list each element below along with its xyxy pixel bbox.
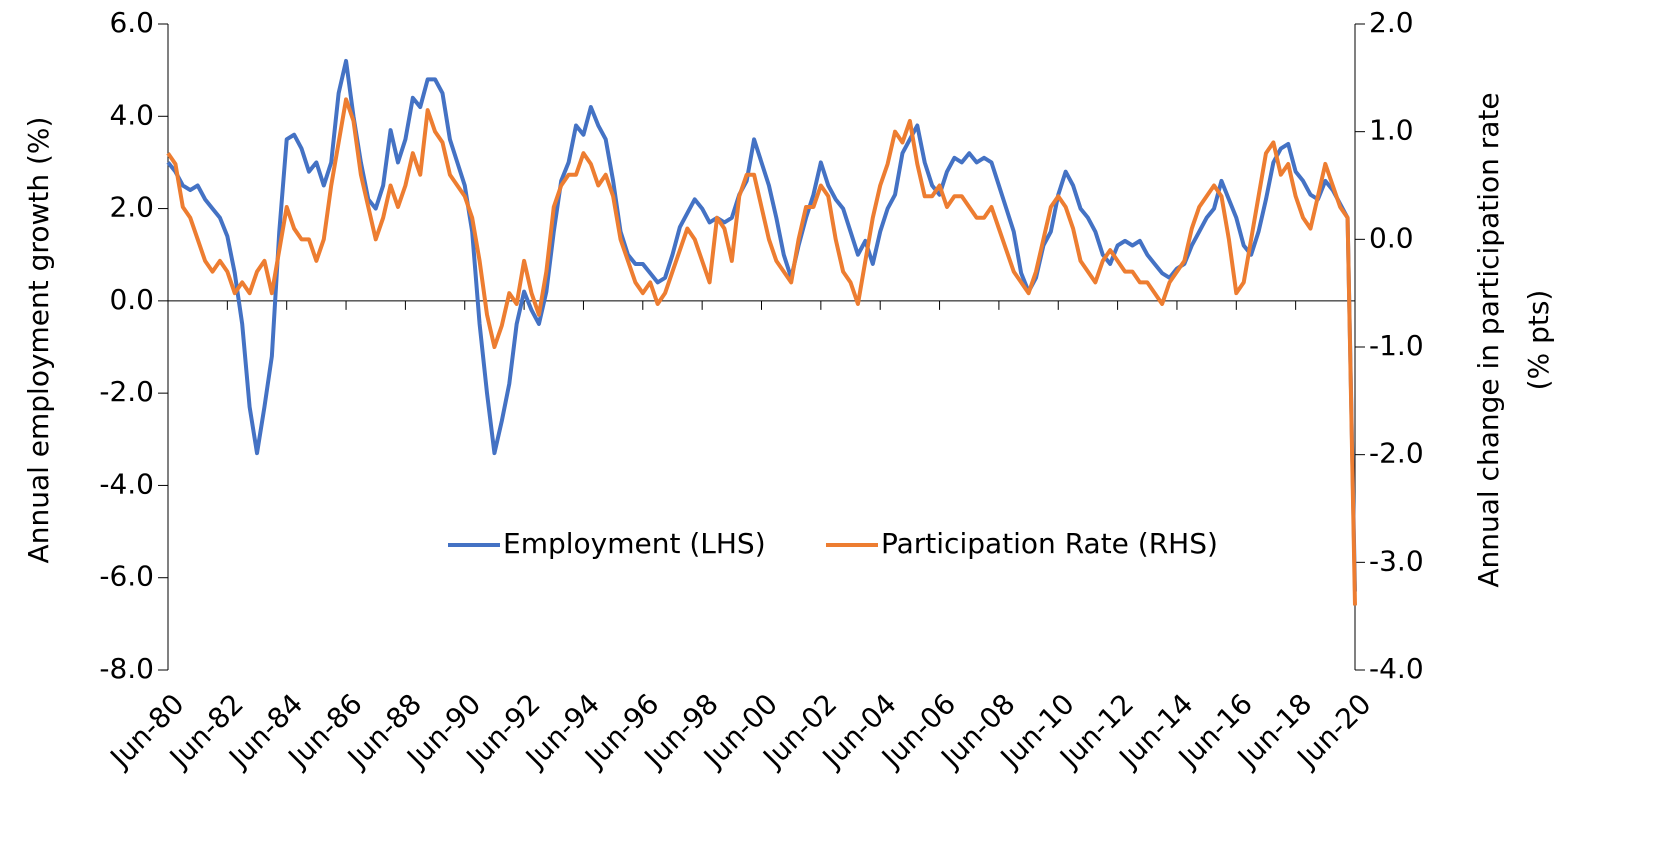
y-tick-label: -2.0 xyxy=(99,375,154,408)
y-tick-label: 4.0 xyxy=(109,98,154,131)
y2-tick-label: 1.0 xyxy=(1369,114,1414,147)
legend-label: Participation Rate (RHS) xyxy=(881,527,1218,560)
y-tick-label: 6.0 xyxy=(109,6,154,39)
y-tick-label: -6.0 xyxy=(99,560,154,593)
y-tick-label: -8.0 xyxy=(99,652,154,685)
y2-tick-label: -2.0 xyxy=(1369,437,1424,470)
y-tick-label: 2.0 xyxy=(109,191,154,224)
y-axis-title: Annual employment growth (%) xyxy=(22,117,55,564)
y2-axis-title: Annual change in participation rate xyxy=(1472,92,1505,587)
series-line xyxy=(166,58,1357,592)
y2-tick-label: 0.0 xyxy=(1369,221,1414,254)
y-tick-label: -4.0 xyxy=(99,467,154,500)
series-line xyxy=(166,97,1357,606)
y2-tick-label: 2.0 xyxy=(1369,6,1414,39)
y2-tick-label: -1.0 xyxy=(1369,329,1424,362)
y2-axis-title: (% pts) xyxy=(1522,290,1555,391)
y-tick-label: 0.0 xyxy=(109,283,154,316)
legend-label: Employment (LHS) xyxy=(503,527,766,560)
y2-tick-label: -3.0 xyxy=(1369,544,1424,577)
y2-tick-label: -4.0 xyxy=(1369,652,1424,685)
